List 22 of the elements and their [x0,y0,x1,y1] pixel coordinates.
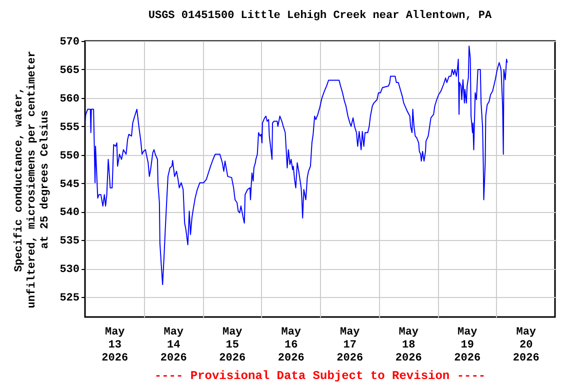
y-tick-label: 530 [60,264,80,276]
x-tick-label: May 17 2026 [336,326,364,364]
x-tick-label: May 20 2026 [512,326,540,364]
x-tick-label: May 18 2026 [395,326,422,364]
y-tick-label: 540 [60,207,80,220]
x-tick-label: May 15 2026 [219,326,246,364]
y-tick-label: 535 [60,236,80,248]
line-series [85,46,508,286]
y-tick-label: 565 [60,64,80,77]
y-tick-label: 525 [60,292,80,305]
x-tick-label: May 14 2026 [160,326,187,364]
x-tick-label: May 16 2026 [278,326,304,364]
y-axis-title: Specific conductance, water, unfiltered, microsiemens per centimeter at 25 degrees Celsius [12,50,52,308]
x-tick-label: May 19 2026 [454,326,481,364]
y-tick-label: 560 [60,93,80,106]
chart-title: USGS 01451500 Little Lehigh Creek near Allentown, PA [148,10,492,22]
y-tick-label: 545 [60,178,80,191]
text: ---- Provisional Data Subject to Revision ---- [154,369,486,383]
x-tick-label: May 13 2026 [102,326,128,364]
y-tick-label: 555 [60,122,80,134]
y-tick-label: 550 [60,150,80,162]
y-tick-label: 570 [60,36,80,48]
